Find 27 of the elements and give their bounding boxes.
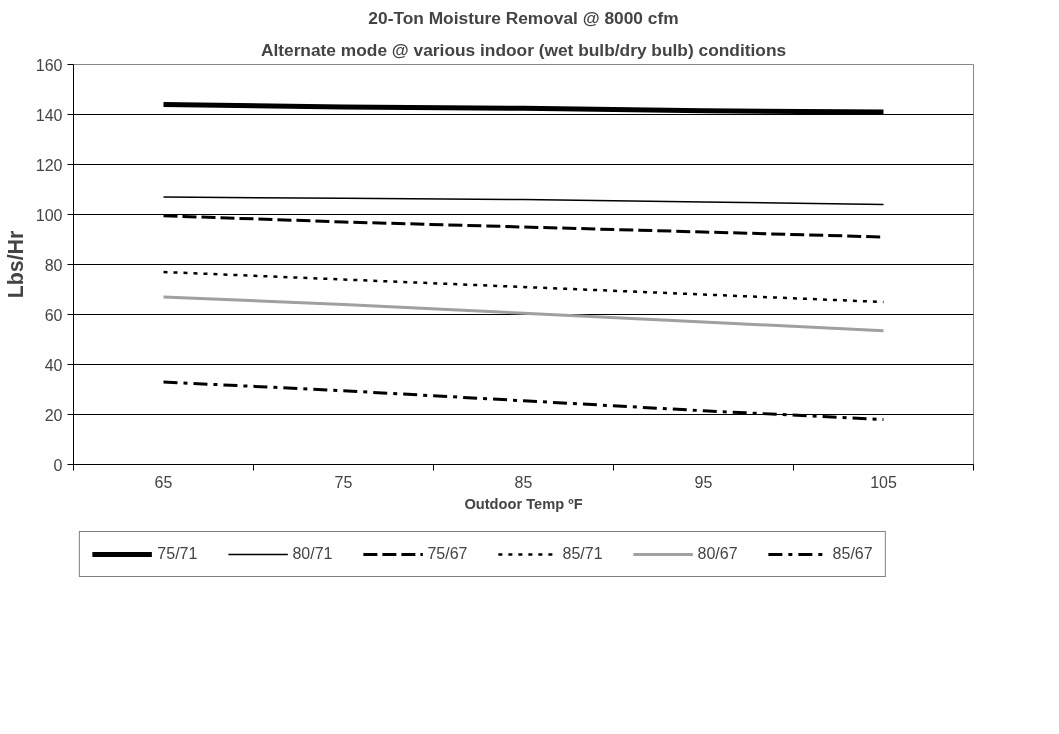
y-tick-label: 20 [44, 406, 63, 424]
legend-label: 80/71 [292, 545, 333, 563]
x-tick-label: 65 [154, 473, 173, 491]
legend-label: 85/67 [832, 545, 873, 563]
y-tick-label: 120 [35, 156, 63, 174]
y-tick-label: 80 [44, 256, 63, 274]
y-axis-title: Lbs/Hr [3, 230, 28, 299]
chart-title: 20-Ton Moisture Removal @ 8000 cfm [368, 7, 679, 28]
legend-label: 85/71 [562, 545, 603, 563]
line-series [162, 295, 885, 333]
y-tick-label: 140 [35, 106, 63, 124]
y-tick-label: 100 [35, 206, 63, 224]
x-axis-title: Outdoor Temp ºF [464, 495, 583, 512]
y-tick-label: 40 [44, 356, 63, 374]
y-tick-label: 160 [35, 56, 63, 74]
x-tick-label: 105 [870, 473, 897, 491]
legend-label: 75/67 [427, 545, 468, 563]
line-series [162, 270, 885, 304]
legend-label: 80/67 [697, 545, 738, 563]
line-series [162, 196, 885, 206]
x-tick-label: 85 [514, 473, 533, 491]
x-tick-label: 75 [334, 473, 353, 491]
legend-label: 75/71 [157, 545, 198, 563]
y-tick-label: 0 [53, 456, 63, 474]
chart-subtitle: Alternate mode @ various indoor (wet bulb/dry bulb) conditions [260, 39, 787, 60]
x-tick-label: 95 [694, 473, 713, 491]
y-tick-label: 60 [44, 306, 63, 324]
